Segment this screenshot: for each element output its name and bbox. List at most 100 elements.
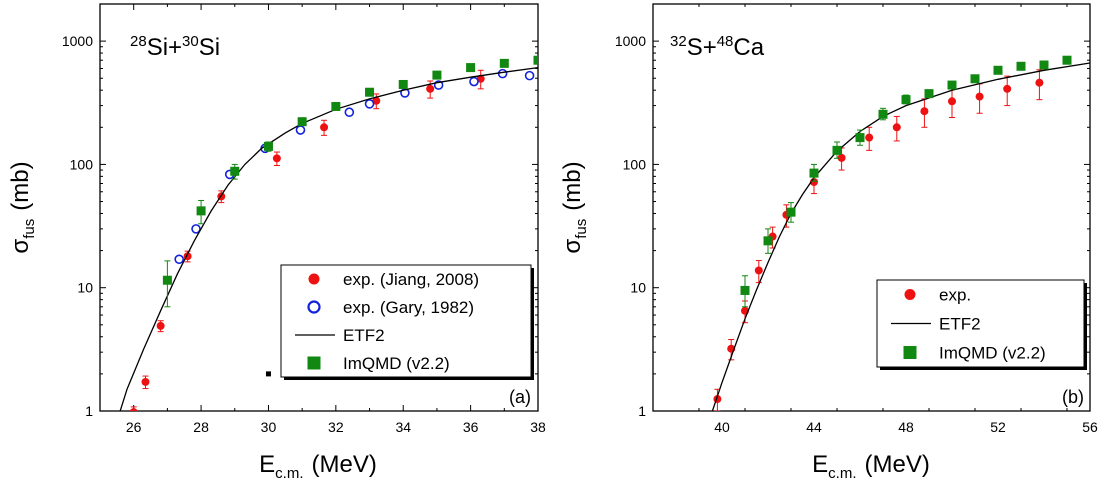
panel-label: (a): [509, 387, 531, 407]
x-tick-label: 48: [898, 419, 914, 435]
x-tick-label: 44: [806, 419, 822, 435]
data-point-imqmd: [740, 285, 750, 295]
data-point-exp: [837, 153, 846, 162]
x-tick-label: 30: [261, 419, 277, 435]
data-point-imqmd: [499, 58, 509, 68]
etf2-curve: [711, 62, 1090, 411]
legend-label: ImQMD (v2.2): [939, 344, 1046, 363]
data-point-exp: [754, 266, 763, 275]
y-tick-label: 1: [85, 403, 93, 419]
data-point-imqmd: [786, 207, 796, 217]
plot-frame: [99, 3, 539, 412]
y-tick-label: 10: [630, 280, 646, 296]
data-point-gary: [344, 107, 355, 118]
x-axis-title: Ec.m. (MeV): [259, 451, 377, 482]
data-point-imqmd: [970, 74, 980, 84]
x-tick-label: 56: [1082, 419, 1098, 435]
y-tick-label: 100: [623, 156, 647, 172]
data-point-exp: [272, 154, 281, 163]
data-point-gary: [174, 254, 184, 265]
stray-marker: [265, 371, 271, 377]
reaction-title: 28Si+30Si: [130, 33, 220, 61]
data-point-gary: [295, 125, 306, 135]
data-point-exp: [948, 97, 956, 106]
data-point-exp: [865, 133, 874, 142]
data-point-exp: [129, 408, 138, 411]
y-tick-label: 10: [77, 280, 93, 296]
legend-label: exp. (Jiang, 2008): [343, 270, 479, 289]
data-point-imqmd: [533, 55, 538, 65]
data-point-imqmd: [1039, 60, 1049, 70]
data-point-imqmd: [196, 206, 206, 216]
plot-area: [711, 55, 1090, 411]
data-point-imqmd: [432, 70, 442, 80]
x-tick-label: 52: [990, 419, 1006, 435]
reaction-title: 32S+48Ca: [670, 33, 765, 61]
legend-label: ImQMD (v2.2): [343, 354, 450, 373]
y-tick-label: 1000: [615, 33, 646, 49]
data-point-exp: [320, 123, 329, 132]
data-point-exp: [372, 96, 381, 105]
x-tick-label: 40: [714, 419, 730, 435]
plot-area: [119, 55, 538, 411]
y-tick-label: 1000: [62, 33, 93, 49]
data-point-exp: [141, 377, 150, 386]
data-point-imqmd: [763, 236, 773, 246]
legend-swatch-open-circle: [307, 300, 321, 314]
data-point-exp: [920, 107, 929, 116]
legend-swatch-circle: [308, 273, 320, 285]
data-point-imqmd: [993, 65, 1003, 75]
data-point-imqmd: [162, 275, 172, 285]
data-point-exp: [892, 123, 901, 132]
x-axis-title: Ec.m. (MeV): [812, 451, 930, 482]
data-point-imqmd: [466, 63, 476, 73]
x-tick-label: 38: [530, 419, 546, 435]
legend: exp. ETF2 ImQMD (v2.2): [876, 279, 1087, 370]
data-point-imqmd: [398, 79, 408, 89]
chart-panel-b: 40 44 48 52 56 1 10 100 1000 Ec.m. (MeV) σfus(mb) 32…: [559, 3, 1098, 482]
data-point-imqmd: [1062, 55, 1072, 65]
x-tick-label: 34: [395, 419, 411, 435]
data-point-imqmd: [230, 166, 240, 176]
data-point-exp: [426, 84, 435, 93]
data-point-gary: [191, 224, 201, 234]
x-tick-label: 32: [328, 419, 344, 435]
data-point-imqmd: [901, 95, 911, 105]
x-tick-label: 26: [126, 419, 142, 435]
legend-swatch-square: [307, 356, 321, 370]
data-point-gary: [469, 76, 479, 87]
x-tick-label: 28: [193, 419, 209, 435]
legend-label: ETF2: [343, 326, 385, 345]
data-point-imqmd: [365, 87, 375, 97]
data-point-imqmd: [1016, 61, 1026, 71]
panel-label: (b): [1062, 387, 1084, 407]
data-point-imqmd: [297, 117, 307, 127]
plot-frame: [652, 3, 1091, 412]
data-point-exp: [1003, 84, 1012, 93]
legend-label: ETF2: [939, 315, 981, 334]
data-point-imqmd: [924, 89, 934, 99]
data-point-exp: [476, 74, 485, 83]
data-point-gary: [497, 68, 508, 79]
etf2-curve: [119, 66, 538, 411]
data-point-exp: [975, 92, 984, 101]
data-point-gary: [433, 80, 444, 90]
data-point-imqmd: [263, 141, 273, 151]
legend-label: exp. (Gary, 1982): [343, 298, 474, 317]
data-point-gary: [364, 99, 375, 109]
data-point-exp: [1035, 78, 1044, 87]
data-point-gary: [524, 70, 535, 81]
y-axis-title: σfus(mb): [559, 161, 590, 253]
y-tick-label: 100: [70, 156, 94, 172]
legend-swatch-square: [903, 346, 917, 359]
y-axis-title: σfus(mb): [7, 161, 38, 253]
data-point-imqmd: [855, 133, 865, 143]
data-point-imqmd: [947, 80, 957, 90]
x-tick-label: 36: [463, 419, 479, 435]
chart-panel-a: 26 28 30 32 34 36 38 1 10 100 1000 Ec.m. (MeV) σfus(m…: [7, 3, 546, 482]
data-point-exp: [156, 321, 165, 330]
data-point-imqmd: [878, 109, 888, 119]
data-point-imqmd: [832, 145, 842, 155]
legend-swatch-circle: [904, 289, 916, 300]
